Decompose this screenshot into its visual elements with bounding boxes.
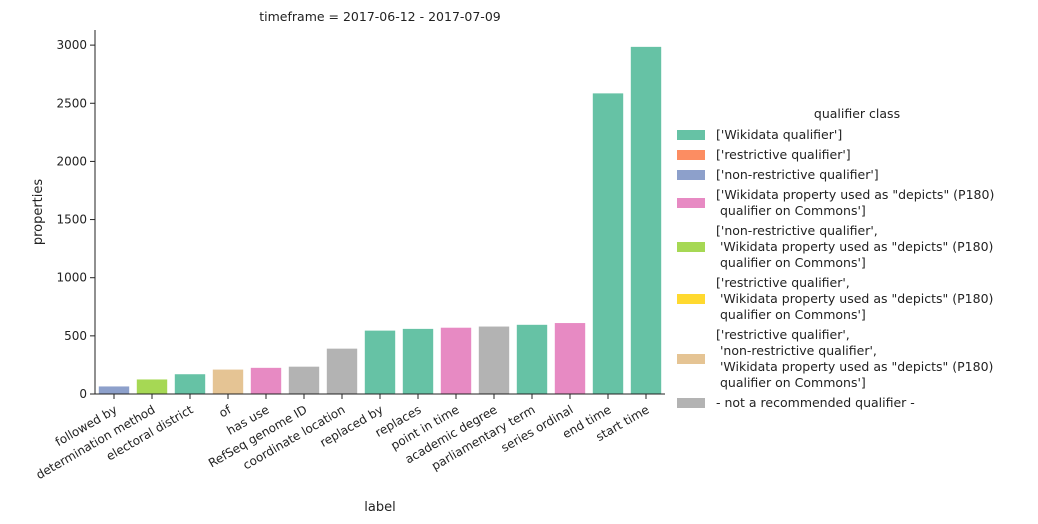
legend-label: ['restrictive qualifier']: [716, 147, 851, 162]
legend-label: ['Wikidata property used as "depicts" (P…: [716, 187, 994, 218]
bar: [478, 326, 510, 394]
bar: [174, 374, 206, 394]
legend-swatch: [677, 130, 705, 140]
legend-swatch: [677, 354, 705, 364]
bar: [288, 366, 320, 394]
legend-label: ['non-restrictive qualifier']: [716, 167, 879, 182]
legend-label: - not a recommended qualifier -: [716, 395, 915, 410]
y-tick-label: 2500: [56, 96, 87, 110]
legend-label: ['non-restrictive qualifier', 'Wikidata …: [716, 223, 993, 270]
y-tick-label: 500: [64, 329, 87, 343]
y-tick-label: 1000: [56, 271, 87, 285]
legend-label: ['Wikidata qualifier']: [716, 127, 842, 142]
legend: qualifier class ['Wikidata qualifier'] ['…: [677, 106, 994, 410]
y-tick-label: 3000: [56, 38, 87, 52]
bar: [364, 330, 396, 394]
bar: [136, 379, 168, 394]
legend-label: ['restrictive qualifier', 'non-restricti…: [716, 327, 993, 390]
bar: [440, 327, 472, 394]
bar: [98, 386, 130, 394]
x-tick-label: of: [216, 402, 234, 420]
bar: [212, 369, 244, 394]
legend-swatch: [677, 170, 705, 180]
legend-swatch: [677, 198, 705, 208]
y-tick-label: 1500: [56, 213, 87, 227]
bar: [516, 324, 548, 394]
x-axis-label: label: [364, 500, 395, 515]
bar: [592, 93, 624, 394]
legend-label: ['restrictive qualifier', 'Wikidata prop…: [716, 275, 993, 322]
legend-swatch: [677, 294, 705, 304]
chart-title: timeframe = 2017-06-12 - 2017-07-09: [259, 9, 501, 24]
legend-swatch: [677, 242, 705, 252]
y-tick-label: 0: [79, 387, 87, 401]
y-axis-label: properties: [31, 179, 46, 246]
legend-title: qualifier class: [814, 106, 900, 121]
bar: [326, 348, 358, 394]
legend-swatch: [677, 150, 705, 160]
legend-swatch: [677, 398, 705, 408]
y-tick-label: 2000: [56, 154, 87, 168]
bar: [630, 46, 662, 395]
bar: [554, 323, 586, 394]
bar: [250, 367, 282, 394]
bar: [402, 328, 434, 394]
